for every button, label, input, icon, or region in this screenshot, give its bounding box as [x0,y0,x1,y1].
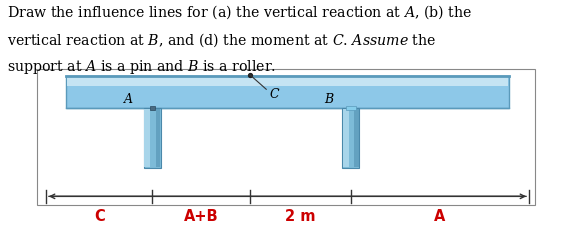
Bar [346,106,356,110]
Text: Draw the influence lines for (a) the vertical reaction at $A$, (b) the: Draw the influence lines for (a) the ver… [7,4,472,21]
Bar [156,109,160,167]
Bar [37,69,535,205]
Bar [150,106,155,110]
Bar [342,108,359,168]
Bar [354,109,359,167]
Text: C: C [269,88,279,101]
Text: B: B [324,93,333,106]
Bar [66,76,509,108]
Bar [67,76,508,86]
Text: A+B: A+B [184,209,218,224]
Bar [144,109,150,167]
Bar [343,109,348,167]
Text: A: A [434,209,446,224]
Text: 2 m: 2 m [285,209,316,224]
Text: support at $A$ is a pin and $B$ is a roller.: support at $A$ is a pin and $B$ is a rol… [7,58,276,76]
Text: A: A [124,93,133,106]
Text: C: C [94,209,105,224]
Text: vertical reaction at $B$, and (d) the moment at $C$. $\mathit{Assume}$ the: vertical reaction at $B$, and (d) the mo… [7,31,436,49]
Bar [144,108,161,168]
